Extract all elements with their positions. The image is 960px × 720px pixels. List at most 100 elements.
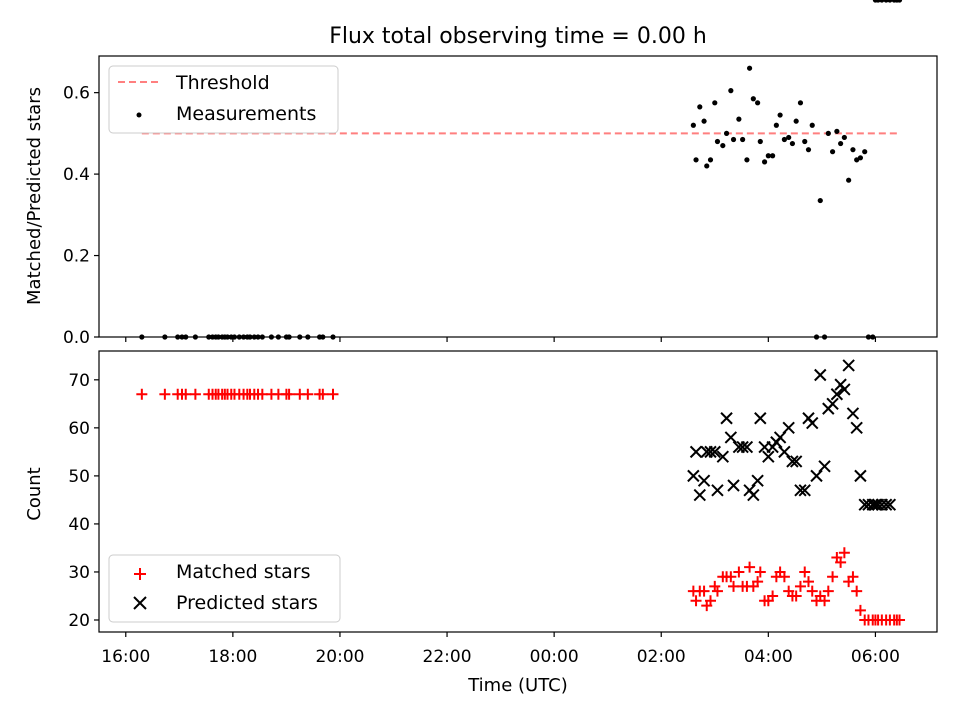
top-legend: Threshold Measurements [108,65,339,134]
matched-star-point [778,571,790,583]
predicted-star-point [842,359,855,372]
bottom-data-layer [136,359,906,626]
predicted-star-point [704,445,717,459]
measurement-point [809,122,815,128]
measurement-point [777,112,783,118]
predicted-star-point [751,474,764,487]
predicted-star-point [724,431,738,444]
measurement-point [761,159,768,165]
predicted-star-point [846,407,860,420]
predicted-star-point [838,383,851,396]
matched-star-point [733,566,745,578]
measurement-point [838,140,844,147]
measurement-point [755,100,761,106]
predicted-star-point [697,474,711,487]
measurement-point [797,100,804,106]
matched-star-point [704,595,716,607]
measurement-point [773,122,779,128]
measurement-point [728,88,734,94]
measurement-point [690,122,696,128]
measurement-point [862,149,868,155]
measurement-point [896,0,903,3]
measurement-point [841,134,847,141]
matched-star-point [180,388,192,400]
measurement-point [770,153,776,159]
matched-star-point [827,571,839,583]
x-tick-label: 22:00 [423,647,472,667]
matched-star-point [189,388,201,400]
top-axes-frame [98,55,938,338]
x-tick-label: 06:00 [851,647,900,667]
predicted-star-point [830,388,844,401]
measurement-point [817,197,823,204]
measurement-point [704,163,710,169]
measurement-point [793,118,799,124]
matched-star-point [725,571,737,583]
predicted-star-point [754,412,767,425]
bottom-y-tick-label: 30 [68,563,90,583]
top-y-tick-label: 0.0 [63,328,90,348]
measurement-point [723,130,730,136]
measurement-point [736,116,742,122]
predicted-star-point [806,416,819,430]
matched-star-point [752,576,764,588]
x-tick-label: 16:00 [101,647,150,667]
predicted-star-point [762,450,775,463]
predicted-star-point [727,479,740,492]
bottom-legend-box [108,554,341,623]
measurement-point [746,65,753,71]
matched-star-point [698,585,710,597]
top-y-axis-label: Matched/Predicted stars [24,87,45,305]
matched-star-point [802,576,814,588]
predicted-star-point [782,421,795,435]
measurement-point [879,0,885,3]
measurement-point [707,157,714,163]
measurement-point [765,153,771,159]
predicted-star-point [689,445,703,459]
predicted-star-point [786,455,799,468]
measurement-point [789,140,796,147]
bottom-legend: Matched stars Predicted stars [108,554,341,623]
predicted-star-point [798,484,811,497]
matched-legend-marker [134,568,146,580]
predicted-star-point [708,445,721,459]
matched-star-point [790,590,802,602]
measurement-point [693,157,699,163]
predicted-star-point [716,450,730,463]
matched-star-point [806,585,818,597]
matched-star-point [794,580,806,592]
measurement-point [802,138,808,145]
predicted-star-point [789,455,803,468]
predicted-star-point [810,469,823,483]
measurement-point [786,134,792,141]
top-y-tick-label: 0.2 [63,247,90,267]
matched-star-point [711,585,723,597]
top-y-tick-label: 0.6 [63,84,90,104]
matched-star-point [838,547,850,559]
predicted-star-point [879,498,893,511]
measurement-point [805,147,812,153]
measurements-legend-marker [136,112,142,118]
top-legend-box [108,65,339,134]
predicted-star-point [747,488,760,502]
predicted-star-point [778,445,791,459]
matched-star-point [283,388,295,400]
matched-star-point [754,566,766,578]
matched-star-point [894,614,906,626]
predicted-star-point [736,440,749,454]
x-tick-label: 20:00 [315,647,364,667]
predicted-star-point [850,421,863,435]
matched-star-point [854,604,866,616]
bottom-y-tick-label: 70 [68,371,90,391]
matched-star-point [851,585,863,597]
measurement-point [701,118,707,124]
measurement-point [887,0,893,3]
measurement-point [850,147,856,153]
bottom-axes-frame [98,350,938,633]
matched-star-point [767,590,779,602]
measurement-point [697,104,703,110]
predicted-star-point [854,469,867,483]
x-axis-label: Time (UTC) [467,675,568,696]
bottom-y-tick-label: 60 [68,419,90,439]
